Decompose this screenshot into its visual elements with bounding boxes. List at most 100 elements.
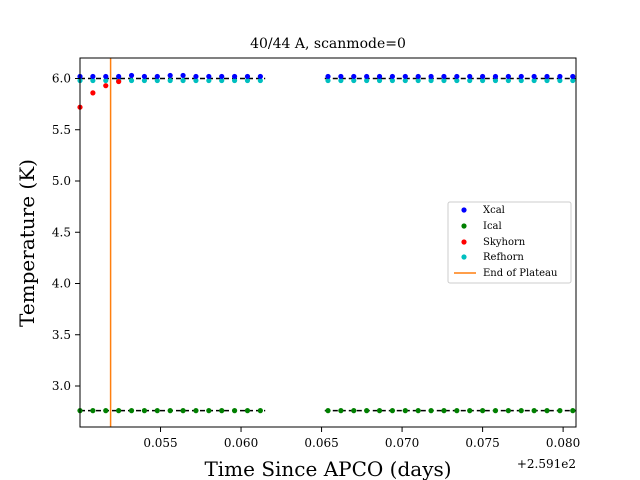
data-point-xcal <box>90 73 96 80</box>
data-point-ical <box>154 408 160 414</box>
data-point-refhorn <box>479 77 486 84</box>
legend-marker-refhorn <box>461 254 467 260</box>
x-tick-label: 0.080 <box>546 436 580 450</box>
data-point-ical <box>557 408 563 414</box>
data-point-xcal <box>244 73 251 80</box>
data-point-refhorn <box>244 77 251 84</box>
data-point-ical <box>531 408 537 414</box>
y-tick-label: 4.5 <box>52 225 71 239</box>
data-point-xcal <box>103 73 109 80</box>
data-point-refhorn <box>428 77 434 84</box>
data-point-ical <box>351 408 357 414</box>
data-point-refhorn <box>402 77 408 84</box>
data-point-xcal <box>154 73 160 80</box>
data-point-ical <box>167 408 173 414</box>
legend-marker-skyhorn <box>461 239 467 245</box>
data-point-xcal <box>338 73 344 80</box>
data-point-refhorn <box>492 77 499 84</box>
data-point-refhorn <box>557 77 563 84</box>
data-point-refhorn <box>128 77 135 84</box>
data-point-xcal <box>467 73 473 80</box>
legend-label-refhorn: Refhorn <box>483 252 524 263</box>
y-tick-label: 4.0 <box>52 277 71 291</box>
data-point-xcal <box>257 73 263 80</box>
legend-box <box>447 201 572 284</box>
data-point-ical <box>90 408 96 414</box>
data-point-ical <box>244 408 251 414</box>
data-point-xcal <box>518 73 524 80</box>
y-tick-label: 5.5 <box>52 123 71 137</box>
plot-frame <box>79 57 577 428</box>
data-point-xcal <box>389 73 396 80</box>
data-point-refhorn <box>351 77 357 84</box>
legend-label-skyhorn: Skyhorn <box>483 237 526 248</box>
data-point-refhorn <box>441 77 447 84</box>
x-tick-label: 0.055 <box>143 436 177 450</box>
data-point-ical <box>389 408 396 414</box>
data-point-xcal <box>415 73 421 80</box>
data-point-refhorn <box>454 77 460 84</box>
data-point-xcal <box>364 73 370 80</box>
data-point-ical <box>505 408 511 414</box>
data-point-ical <box>428 408 434 414</box>
data-point-xcal <box>351 73 357 80</box>
x-axis-label: Time Since APCO (days) <box>204 457 451 480</box>
legend-label-end-of-plateau: End of Plateau <box>483 268 558 279</box>
x-axis-ticks: 0.055 0.060 0.065 0.070 0.075 0.080 <box>143 427 580 450</box>
data-point-refhorn <box>193 77 199 84</box>
legend-label-xcal: Xcal <box>483 205 505 216</box>
data-point-xcal <box>376 73 383 80</box>
data-point-ical <box>570 408 576 414</box>
data-point-xcal <box>544 73 550 80</box>
y-tick-label: 3.0 <box>52 379 71 393</box>
data-point-refhorn <box>531 77 537 84</box>
data-point-xcal <box>219 73 225 80</box>
data-point-xcal <box>441 73 447 80</box>
data-point-ical <box>479 408 486 414</box>
data-point-xcal <box>141 73 148 80</box>
data-point-refhorn <box>231 77 238 84</box>
data-point-ical <box>141 408 148 414</box>
data-point-xcal <box>454 73 460 80</box>
data-point-xcal <box>128 72 135 79</box>
legend-label-ical: Ical <box>483 221 502 232</box>
data-point-ical <box>454 408 460 414</box>
y-axis-label: Temperature (K) <box>15 159 39 327</box>
x-tick-label: 0.065 <box>304 436 338 450</box>
data-point-xcal <box>505 73 511 80</box>
x-tick-label: 0.060 <box>224 436 258 450</box>
data-point-xcal <box>193 73 199 80</box>
data-point-ical <box>544 408 550 414</box>
data-point-refhorn <box>364 77 370 84</box>
data-point-refhorn <box>544 77 550 84</box>
data-point-refhorn <box>467 77 473 84</box>
data-point-refhorn <box>167 77 173 84</box>
legend-marker-ical <box>461 223 467 229</box>
data-point-ical <box>193 408 199 414</box>
data-point-ical <box>415 408 421 414</box>
data-point-ical <box>180 408 186 414</box>
data-point-ical <box>467 408 473 414</box>
data-point-ical <box>116 408 122 414</box>
data-point-ical <box>103 408 109 414</box>
data-point-ical <box>364 408 370 414</box>
data-point-xcal <box>402 73 408 80</box>
data-point-refhorn <box>219 77 225 84</box>
legend-marker-xcal <box>461 207 467 213</box>
x-offset-label: +2.591e2 <box>517 457 576 471</box>
data-point-refhorn <box>325 77 331 84</box>
data-point-xcal <box>231 73 238 80</box>
data-point-ical <box>518 408 524 414</box>
y-tick-label: 6.0 <box>52 72 71 86</box>
data-point-xcal <box>570 73 576 80</box>
chart-title: 40/44 A, scanmode=0 <box>250 36 406 52</box>
data-point-xcal <box>428 73 434 80</box>
data-point-xcal <box>167 72 173 79</box>
data-point-ical <box>219 408 225 414</box>
data-point-refhorn <box>90 77 96 84</box>
data-point-refhorn <box>415 77 421 84</box>
x-tick-label: 0.070 <box>385 436 419 450</box>
x-tick-label: 0.075 <box>465 436 499 450</box>
data-point-ical <box>231 408 238 414</box>
